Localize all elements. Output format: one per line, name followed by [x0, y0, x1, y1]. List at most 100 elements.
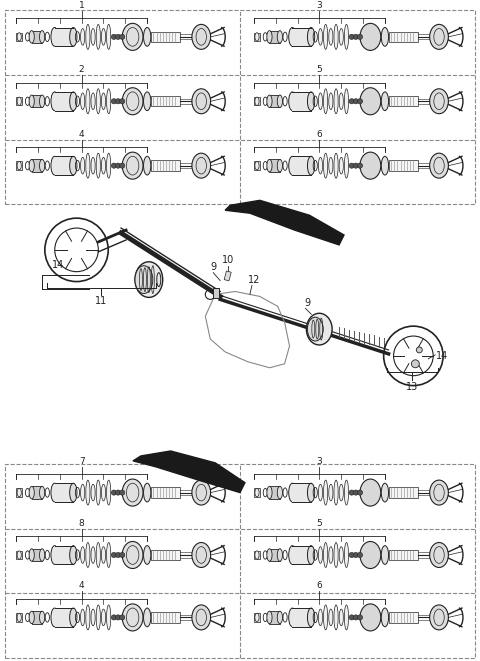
Ellipse shape: [107, 480, 111, 505]
Ellipse shape: [29, 549, 34, 561]
Circle shape: [358, 34, 362, 40]
Bar: [151, 32, 180, 42]
Ellipse shape: [51, 28, 58, 46]
Text: 12: 12: [248, 274, 260, 284]
Circle shape: [120, 553, 125, 558]
Bar: [269, 486, 280, 499]
Bar: [389, 32, 418, 42]
Bar: [32, 611, 42, 623]
Ellipse shape: [308, 156, 315, 175]
Bar: [292, 483, 311, 502]
Circle shape: [353, 615, 359, 620]
Circle shape: [353, 490, 359, 495]
Circle shape: [358, 615, 362, 620]
Bar: [224, 271, 231, 281]
Ellipse shape: [360, 479, 381, 506]
Text: 14: 14: [436, 351, 448, 361]
Ellipse shape: [339, 93, 343, 110]
Circle shape: [116, 98, 120, 104]
Bar: [32, 549, 42, 561]
Ellipse shape: [192, 605, 211, 630]
Ellipse shape: [135, 262, 163, 297]
Bar: [389, 96, 418, 106]
Ellipse shape: [329, 157, 333, 174]
Ellipse shape: [255, 613, 259, 621]
Bar: [55, 545, 73, 564]
Ellipse shape: [277, 611, 282, 623]
Ellipse shape: [307, 317, 323, 341]
Ellipse shape: [51, 545, 58, 564]
Ellipse shape: [86, 605, 90, 630]
Bar: [269, 95, 280, 108]
Bar: [32, 159, 42, 172]
Ellipse shape: [17, 32, 21, 41]
Ellipse shape: [324, 89, 328, 114]
Bar: [292, 156, 311, 175]
Ellipse shape: [192, 89, 211, 114]
Ellipse shape: [107, 543, 111, 568]
Bar: [292, 608, 311, 627]
Ellipse shape: [430, 89, 448, 114]
Circle shape: [120, 615, 125, 620]
Ellipse shape: [430, 480, 448, 505]
Circle shape: [349, 163, 354, 169]
Ellipse shape: [122, 88, 143, 115]
Ellipse shape: [101, 609, 106, 626]
Ellipse shape: [267, 549, 272, 561]
Ellipse shape: [17, 161, 21, 170]
Ellipse shape: [255, 97, 259, 105]
Ellipse shape: [381, 28, 389, 46]
Ellipse shape: [430, 153, 448, 178]
Ellipse shape: [329, 28, 333, 45]
Ellipse shape: [39, 30, 45, 43]
Ellipse shape: [29, 159, 34, 172]
Bar: [32, 95, 42, 108]
Ellipse shape: [122, 604, 143, 631]
Circle shape: [358, 553, 362, 558]
Bar: [254, 161, 260, 170]
Bar: [55, 92, 73, 110]
Ellipse shape: [308, 545, 315, 564]
Bar: [151, 550, 180, 560]
Ellipse shape: [288, 156, 296, 175]
Ellipse shape: [288, 28, 296, 46]
Bar: [292, 545, 311, 564]
Circle shape: [349, 490, 354, 495]
Bar: [254, 97, 260, 105]
Circle shape: [349, 553, 354, 558]
Ellipse shape: [39, 159, 45, 172]
Ellipse shape: [17, 488, 21, 497]
Ellipse shape: [96, 89, 100, 114]
Ellipse shape: [39, 486, 45, 499]
Ellipse shape: [339, 485, 343, 501]
Polygon shape: [133, 451, 245, 492]
Ellipse shape: [381, 483, 389, 502]
Bar: [151, 487, 180, 498]
Ellipse shape: [318, 157, 323, 174]
Ellipse shape: [96, 543, 100, 568]
Bar: [16, 613, 23, 621]
Ellipse shape: [288, 608, 296, 627]
Ellipse shape: [91, 93, 95, 110]
Bar: [389, 161, 418, 171]
Circle shape: [353, 34, 359, 40]
Ellipse shape: [86, 543, 90, 568]
Bar: [269, 611, 280, 623]
Text: 3: 3: [316, 457, 322, 465]
Ellipse shape: [360, 88, 381, 115]
Bar: [55, 156, 73, 175]
Bar: [292, 92, 311, 110]
Ellipse shape: [277, 95, 282, 108]
Ellipse shape: [91, 485, 95, 501]
Ellipse shape: [324, 24, 328, 50]
Ellipse shape: [318, 485, 323, 501]
Text: 5: 5: [316, 519, 322, 528]
Ellipse shape: [91, 157, 95, 174]
Circle shape: [120, 490, 125, 495]
Ellipse shape: [334, 89, 338, 114]
Ellipse shape: [107, 89, 111, 114]
Ellipse shape: [192, 153, 211, 178]
Ellipse shape: [51, 608, 58, 627]
Bar: [16, 161, 23, 170]
Circle shape: [111, 98, 117, 104]
